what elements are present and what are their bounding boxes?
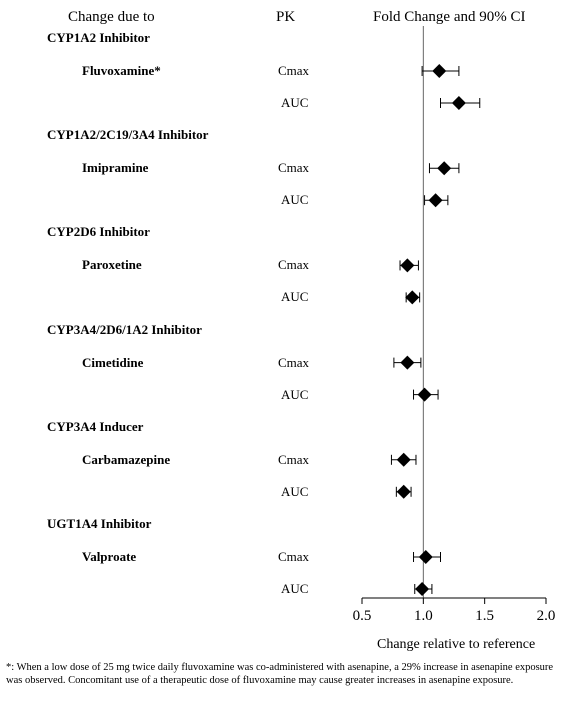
x-tick-label: 2.0	[537, 608, 556, 624]
pk-label: AUC	[281, 581, 309, 596]
group-label: CYP3A4/2D6/1A2 Inhibitor	[47, 321, 202, 337]
point-marker	[437, 161, 452, 176]
pk-label: AUC	[281, 289, 309, 305]
point-marker	[451, 96, 466, 110]
header-change-due-to: Change due to	[68, 9, 155, 25]
forest-plot: 0.5 1.0 1.5 2.0	[353, 26, 556, 624]
pk-label: Cmax	[278, 451, 310, 467]
drug-name: Imipramine	[82, 160, 149, 176]
pk-label: AUC	[281, 483, 309, 499]
point-marker	[415, 582, 430, 596]
x-axis-label: Change relative to reference	[377, 637, 536, 652]
x-tick-label: 1.0	[414, 608, 433, 624]
x-tick-label: 0.5	[353, 608, 372, 624]
point-marker	[417, 387, 432, 402]
pk-label: AUC	[281, 386, 309, 402]
point-marker	[396, 452, 411, 467]
chart-title: Fold Change and 90% CI	[373, 9, 526, 25]
x-tick-label: 1.5	[475, 608, 494, 624]
group-label: UGT1A4 Inhibitor	[47, 516, 152, 531]
pk-label: AUC	[281, 95, 309, 110]
drug-name: Paroxetine	[82, 257, 142, 273]
point-marker	[418, 550, 433, 564]
pk-label: Cmax	[278, 257, 310, 273]
pk-label: Cmax	[278, 549, 310, 564]
pk-label: Cmax	[278, 63, 310, 78]
group-label: CYP1A2/2C19/3A4 Inhibitor	[47, 127, 209, 143]
header-pk: PK	[276, 9, 296, 25]
drug-name: Fluvoxamine*	[82, 63, 161, 78]
point-marker	[396, 484, 411, 499]
drug-name: Carbamazepine	[82, 451, 171, 467]
pk-label: Cmax	[278, 354, 310, 370]
drug-name: Cimetidine	[82, 354, 144, 370]
point-marker	[428, 193, 443, 208]
point-marker	[400, 258, 415, 273]
point-marker	[405, 290, 420, 305]
drug-name: Valproate	[82, 549, 137, 564]
group-label: CYP1A2 Inhibitor	[47, 30, 150, 45]
footnote: *: When a low dose of 25 mg twice daily …	[6, 662, 554, 686]
pk-label: AUC	[281, 192, 309, 208]
group-label: CYP3A4 Inducer	[47, 418, 144, 434]
group-label: CYP2D6 Inhibitor	[47, 224, 150, 240]
pk-label: Cmax	[278, 160, 310, 176]
point-marker	[432, 64, 447, 78]
point-marker	[400, 355, 415, 370]
